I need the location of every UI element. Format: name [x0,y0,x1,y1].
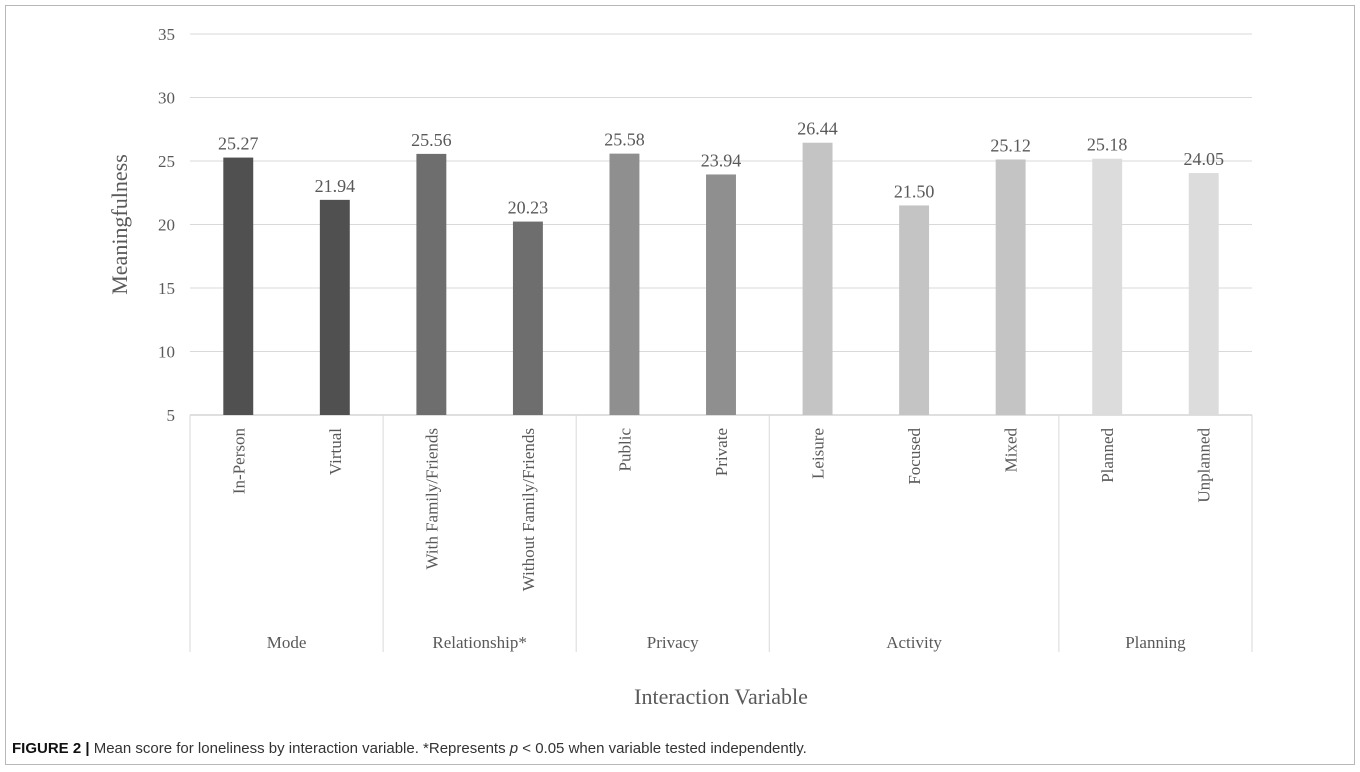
x-tick-label: Unplanned [1195,428,1214,503]
y-tick-label: 35 [158,25,175,44]
y-tick-label: 30 [158,89,175,108]
x-tick-label: Private [712,428,731,476]
figure-caption: FIGURE 2 | Mean score for loneliness by … [12,740,1342,757]
bar [416,153,447,415]
data-label: 21.50 [894,181,935,201]
data-label: 25.12 [990,135,1031,155]
bar [512,221,543,415]
bar [609,153,640,415]
data-label: 26.44 [797,119,838,139]
y-tick-label: 15 [158,279,175,298]
caption-text-before: Mean score for loneliness by interaction… [89,740,510,757]
data-label: 25.58 [604,130,645,150]
bar [1188,173,1219,415]
y-tick-label: 5 [167,406,176,425]
data-label: 25.27 [218,134,259,154]
x-tick-label: With Family/Friends [422,428,441,569]
y-tick-label: 25 [158,152,175,171]
group-label: Mode [267,633,307,652]
caption-text-after: < 0.05 when variable tested independentl… [518,740,807,757]
data-label: 25.18 [1087,135,1128,155]
caption-p-symbol: p [509,740,519,757]
x-tick-label: In-Person [229,428,248,495]
caption-label: FIGURE 2 | [12,740,90,757]
bar [802,142,833,415]
x-tick-label: Leisure [809,428,828,479]
data-label: 25.56 [411,130,452,150]
bar [223,157,254,416]
group-label: Planning [1125,633,1186,652]
y-tick-label: 10 [158,343,175,362]
bar [899,205,930,415]
x-tick-label: Focused [905,428,924,485]
bar-chart: 5 10 15 20 25 30 35 25.27 In-Person 21.94 Virtual M… [107,25,1253,709]
x-axis-title: Interaction Variable [634,684,808,709]
x-tick-label: Mixed [1002,428,1021,473]
group-label: Activity [886,633,942,652]
x-tick-label: Virtual [326,428,345,475]
group-label: Privacy [647,633,699,652]
data-label: 20.23 [508,198,549,218]
bar [706,174,736,415]
x-tick-label: Public [615,428,634,472]
bar [1092,158,1123,416]
x-tick-label: Planned [1098,428,1117,483]
x-tick-label: Without Family/Friends [519,428,538,591]
data-label: 24.05 [1183,149,1224,169]
group-label: Relationship* [432,633,526,652]
data-label: 23.94 [701,150,742,170]
data-label: 21.94 [315,176,356,196]
bar [995,159,1026,415]
y-tick-label: 20 [158,216,175,235]
bar [319,199,350,415]
y-axis-title: Meaningfulness [107,154,132,295]
